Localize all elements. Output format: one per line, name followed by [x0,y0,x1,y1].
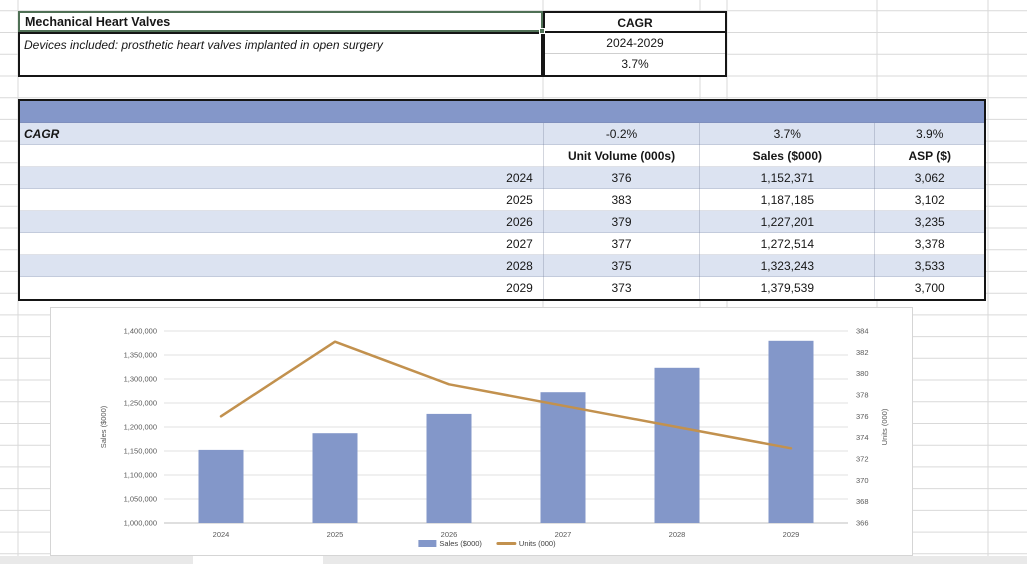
svg-text:374: 374 [856,433,869,442]
cagr-asp[interactable]: 3.9% [874,123,984,145]
legend-line-swatch [495,542,516,545]
bottom-row-strip [0,556,1027,564]
cagr-row-label[interactable]: CAGR [24,127,60,141]
cell-asp[interactable]: 3,235 [874,211,984,233]
left-axis-title: Sales ($000) [99,405,108,448]
svg-text:1,150,000: 1,150,000 [124,447,157,456]
cagr-value: 3.7% [621,57,649,71]
col-header-unit-volume[interactable]: Unit Volume (000s) [542,145,699,167]
cell-unit-volume[interactable]: 373 [542,277,699,299]
svg-text:380: 380 [856,369,869,378]
legend-item: Units (000) [495,539,556,548]
svg-text:384: 384 [856,327,869,336]
svg-text:2027: 2027 [555,530,572,539]
selection-fill-handle[interactable] [539,28,545,34]
svg-text:1,400,000: 1,400,000 [124,327,157,336]
cell-year[interactable]: 2027 [506,237,533,251]
cell-asp[interactable]: 3,378 [874,233,984,255]
forecast-table: CAGR -0.2% 3.7% 3.9% Unit Volume (000s) … [18,99,986,301]
svg-text:2026: 2026 [441,530,458,539]
cell-sales[interactable]: 1,187,185 [699,189,874,211]
table-cagr-row: CAGR -0.2% 3.7% 3.9% [20,123,984,145]
cagr-unit-volume[interactable]: -0.2% [542,123,699,145]
device-description-box[interactable]: Devices included: prosthetic heart valve… [18,32,543,77]
sales-units-chart[interactable]: 1,400,000 1,350,000 1,300,000 1,250,000 1,20… [50,307,913,556]
cell-year[interactable]: 2029 [506,281,533,295]
cell-asp[interactable]: 3,102 [874,189,984,211]
svg-text:382: 382 [856,348,869,357]
cell-asp[interactable]: 3,533 [874,255,984,277]
svg-text:366: 366 [856,519,869,528]
cell-sales[interactable]: 1,272,514 [699,233,874,255]
table-row-2028: 2028 375 1,323,243 3,533 [20,255,984,277]
cell-asp[interactable]: 3,062 [874,167,984,189]
cell-year[interactable]: 2024 [506,171,533,185]
table-row-2024: 2024 376 1,152,371 3,062 [20,167,984,189]
chart-legend: Sales ($000) Units (000) [418,539,556,548]
device-description: Devices included: prosthetic heart valve… [24,38,383,52]
cell-sales[interactable]: 1,227,201 [699,211,874,233]
svg-text:368: 368 [856,497,869,506]
cell-year[interactable]: 2025 [506,193,533,207]
svg-text:1,200,000: 1,200,000 [124,423,157,432]
header-spacer [20,145,543,167]
chart-plot-area: 1,400,000 1,350,000 1,300,000 1,250,000 1,20… [99,327,889,540]
table-row-2026: 2026 379 1,227,201 3,235 [20,211,984,233]
table-row-2029: 2029 373 1,379,539 3,700 [20,277,984,299]
product-title: Mechanical Heart Valves [25,14,171,29]
svg-text:1,100,000: 1,100,000 [124,471,157,480]
cell-sales[interactable]: 1,152,371 [699,167,874,189]
cagr-summary-box[interactable]: CAGR 2024-2029 3.7% [543,11,727,77]
col-header-sales[interactable]: Sales ($000) [699,145,874,167]
cell-unit-volume[interactable]: 379 [542,211,699,233]
table-row-2027: 2027 377 1,272,514 3,378 [20,233,984,255]
legend-item: Sales ($000) [418,539,482,548]
svg-text:1,300,000: 1,300,000 [124,375,157,384]
svg-text:376: 376 [856,412,869,421]
cell-unit-volume[interactable]: 376 [542,167,699,189]
cell-sales[interactable]: 1,379,539 [699,277,874,299]
svg-text:1,050,000: 1,050,000 [124,495,157,504]
svg-text:2025: 2025 [327,530,344,539]
cell-unit-volume[interactable]: 375 [542,255,699,277]
svg-text:2029: 2029 [783,530,800,539]
table-title-band[interactable] [20,101,984,123]
cell-asp[interactable]: 3,700 [874,277,984,299]
col-header-asp[interactable]: ASP ($) [874,145,984,167]
cell-year[interactable]: 2026 [506,215,533,229]
cell-sales[interactable]: 1,323,243 [699,255,874,277]
cagr-sales[interactable]: 3.7% [699,123,874,145]
svg-text:378: 378 [856,391,869,400]
cell-unit-volume[interactable]: 377 [542,233,699,255]
svg-text:2028: 2028 [669,530,686,539]
bottom-white-cell [193,556,323,564]
cagr-header: CAGR [545,13,725,33]
legend-bar-swatch [418,540,437,547]
svg-text:1,000,000: 1,000,000 [124,519,157,528]
svg-text:2024: 2024 [213,530,230,539]
cell-unit-volume[interactable]: 383 [542,189,699,211]
table-header-row: Unit Volume (000s) Sales ($000) ASP ($) [20,145,984,167]
legend-label: Sales ($000) [439,539,482,548]
svg-text:370: 370 [856,476,869,485]
table-body: 2024 376 1,152,371 3,062 2025 383 1,187,185 3,1… [20,167,984,299]
right-axis-title: Units (000) [880,408,889,445]
svg-text:1,250,000: 1,250,000 [124,399,157,408]
legend-label: Units (000) [518,539,556,548]
cell-year[interactable]: 2028 [506,259,533,273]
svg-text:1,350,000: 1,350,000 [124,351,157,360]
selected-cell-title[interactable]: Mechanical Heart Valves [18,11,543,32]
cagr-period: 2024-2029 [545,33,725,54]
table-row-2025: 2025 383 1,187,185 3,102 [20,189,984,211]
svg-text:372: 372 [856,455,869,464]
